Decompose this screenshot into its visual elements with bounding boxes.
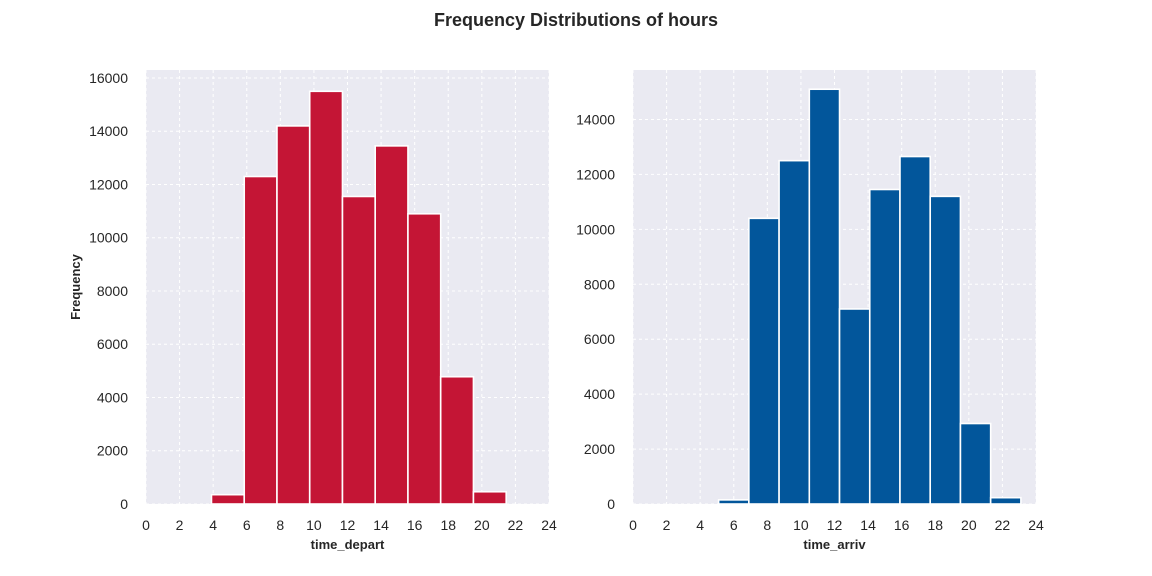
histogram-bar (374, 145, 409, 505)
x-tick-label: 18 (927, 517, 943, 533)
histogram-bar (929, 195, 962, 505)
x-tick-label: 14 (860, 517, 876, 533)
x-tick-label: 2 (663, 517, 671, 533)
x-tick-label: 6 (243, 517, 251, 533)
y-tick-label: 2000 (97, 443, 128, 459)
histogram-bar (959, 422, 992, 505)
histogram-time-depart: 0 2 4 6 8 10 12 14 16 18 20 22 240200040006000800010… (68, 70, 557, 552)
y-tick-label: 6000 (97, 336, 128, 352)
y-tick-label: 8000 (97, 283, 128, 299)
x-tick-label: 24 (1028, 517, 1044, 533)
y-tick-label: 10000 (576, 221, 615, 237)
x-tick-label: 10 (793, 517, 809, 533)
y-tick-label: 14000 (89, 123, 128, 139)
x-tick-label: 20 (961, 517, 977, 533)
histogram-bar (838, 308, 871, 505)
y-tick-label: 4000 (584, 386, 615, 402)
x-tick-label: 4 (696, 517, 704, 533)
histogram-bar (276, 125, 311, 505)
y-tick-label: 8000 (584, 276, 615, 292)
figure-title: Frequency Distributions of hours (434, 10, 718, 30)
y-tick-label: 14000 (576, 111, 615, 127)
x-tick-label: 8 (276, 517, 284, 533)
histogram-bar (778, 159, 811, 505)
x-axis-label: time_depart (311, 537, 385, 552)
histogram-bar (899, 155, 932, 505)
x-tick-label: 22 (995, 517, 1011, 533)
y-tick-label: 10000 (89, 230, 128, 246)
histogram-bar (439, 375, 475, 505)
histogram-bar (407, 212, 442, 505)
x-tick-label: 4 (209, 517, 217, 533)
x-tick-label: 0 (629, 517, 637, 533)
x-tick-label: 10 (306, 517, 322, 533)
y-tick-label: 0 (120, 496, 128, 512)
x-tick-label: 12 (340, 517, 356, 533)
histogram-bar (308, 90, 344, 505)
histogram-bar (717, 499, 750, 505)
histogram-bar (341, 195, 377, 505)
x-axis-label: time_arriv (803, 537, 866, 552)
y-tick-label: 16000 (89, 70, 128, 86)
x-tick-label: 14 (373, 517, 389, 533)
y-tick-label: 0 (607, 496, 615, 512)
x-tick-label: 24 (541, 517, 557, 533)
x-tick-label: 8 (763, 517, 771, 533)
y-tick-label: 2000 (584, 441, 615, 457)
histogram-bar (472, 490, 507, 505)
x-tick-label: 0 (142, 517, 150, 533)
y-tick-label: 4000 (97, 389, 128, 405)
x-tick-label: 18 (440, 517, 456, 533)
histogram-time-arriv: 0 2 4 6 8 10 12 14 16 18 20 22 240200040006000800010… (576, 70, 1044, 552)
x-tick-label: 22 (508, 517, 524, 533)
histogram-bar (868, 188, 901, 505)
histogram-bar (989, 496, 1022, 505)
x-tick-label: 16 (894, 517, 910, 533)
histogram-bar (210, 493, 246, 505)
x-tick-label: 2 (176, 517, 184, 533)
y-axis-label: Frequency (68, 253, 83, 320)
histogram-bar (243, 175, 278, 505)
y-tick-label: 6000 (584, 331, 615, 347)
y-tick-label: 12000 (89, 176, 128, 192)
histogram-bar (808, 88, 841, 505)
x-tick-label: 16 (407, 517, 423, 533)
x-tick-label: 6 (730, 517, 738, 533)
x-tick-label: 20 (474, 517, 490, 533)
y-tick-label: 12000 (576, 166, 615, 182)
histogram-bar (748, 217, 780, 505)
x-tick-label: 12 (827, 517, 843, 533)
